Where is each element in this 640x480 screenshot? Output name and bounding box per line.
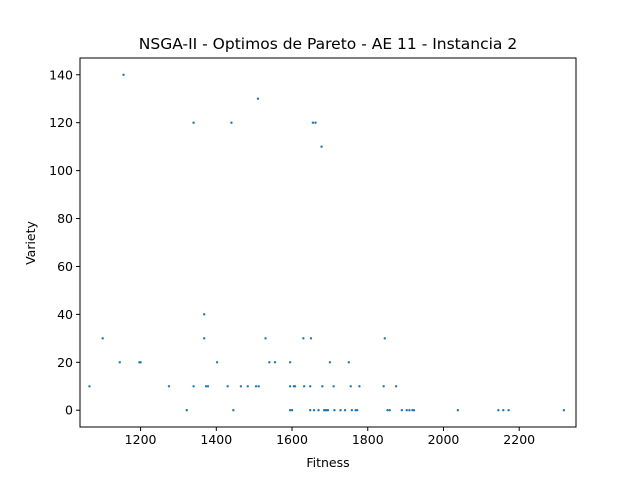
x-tick-label: 1600 xyxy=(276,432,308,447)
data-point xyxy=(192,121,195,124)
y-tick-label: 0 xyxy=(65,403,73,418)
data-point xyxy=(358,385,361,388)
data-point xyxy=(339,409,342,412)
data-point xyxy=(562,409,566,412)
data-point xyxy=(317,409,320,412)
data-point xyxy=(456,409,460,412)
x-axis-title: Fitness xyxy=(306,455,349,470)
data-point xyxy=(302,385,306,388)
data-point xyxy=(122,73,125,76)
data-point xyxy=(288,385,292,388)
data-point xyxy=(388,409,391,412)
data-point xyxy=(320,145,323,148)
data-point xyxy=(202,337,206,340)
data-point xyxy=(386,409,389,412)
data-point xyxy=(139,361,142,364)
data-point xyxy=(288,361,292,364)
data-point xyxy=(355,409,359,412)
data-point xyxy=(383,337,386,340)
x-tick-label: 1400 xyxy=(200,432,232,447)
data-point xyxy=(204,385,208,388)
data-point xyxy=(312,409,316,412)
data-point xyxy=(257,385,260,388)
data-point xyxy=(230,121,233,124)
data-point xyxy=(309,409,312,412)
data-point xyxy=(408,409,411,412)
data-point xyxy=(192,385,195,388)
chart-title: NSGA-II - Optimos de Pareto - AE 11 - In… xyxy=(139,35,517,53)
data-point xyxy=(273,361,277,364)
x-tick-label: 2200 xyxy=(503,432,535,447)
y-tick-label: 20 xyxy=(57,355,73,370)
data-point xyxy=(309,385,312,388)
data-point xyxy=(101,337,104,340)
data-point xyxy=(405,409,408,412)
data-point xyxy=(239,385,243,388)
data-point xyxy=(497,409,500,412)
data-point xyxy=(293,385,297,388)
data-point xyxy=(185,409,188,412)
plot-area xyxy=(88,73,566,412)
data-point xyxy=(264,337,267,340)
y-tick-label: 140 xyxy=(49,67,73,82)
data-point xyxy=(343,409,347,412)
data-point xyxy=(332,385,335,388)
data-point xyxy=(326,409,330,412)
x-tick-label: 1200 xyxy=(125,432,157,447)
x-tick-label: 1800 xyxy=(352,432,384,447)
data-point xyxy=(290,409,294,412)
data-point xyxy=(232,409,235,412)
data-point xyxy=(202,313,206,316)
data-point xyxy=(349,385,352,388)
x-axis: 1200 1400 1600 1800 2000 2200 xyxy=(125,427,535,447)
data-point xyxy=(321,385,324,388)
data-point xyxy=(347,361,351,364)
y-tick-label: 80 xyxy=(57,211,73,226)
data-point xyxy=(314,121,317,124)
y-tick-label: 60 xyxy=(57,259,73,274)
data-point xyxy=(118,361,121,364)
data-point xyxy=(502,409,505,412)
data-point xyxy=(288,409,292,412)
data-point xyxy=(394,385,398,388)
data-point xyxy=(350,409,354,412)
data-point xyxy=(333,409,336,412)
data-point xyxy=(382,385,385,388)
data-point xyxy=(88,385,91,388)
data-point xyxy=(309,337,313,340)
y-axis-title: Variety xyxy=(23,220,38,264)
data-point xyxy=(167,385,171,388)
data-point xyxy=(268,361,271,364)
y-axis: 0 20 40 60 80 100 120 140 xyxy=(49,67,80,418)
data-point xyxy=(507,409,510,412)
data-point xyxy=(226,385,229,388)
y-tick-label: 120 xyxy=(49,115,73,130)
data-point xyxy=(246,385,249,388)
data-point xyxy=(328,361,332,364)
data-point xyxy=(254,385,258,388)
data-point xyxy=(206,385,210,388)
axes-frame xyxy=(79,57,577,428)
data-point xyxy=(412,409,416,412)
x-tick-label: 2000 xyxy=(428,432,460,447)
y-tick-label: 100 xyxy=(49,163,73,178)
data-point xyxy=(302,337,305,340)
data-point xyxy=(311,121,315,124)
data-point xyxy=(400,409,404,412)
data-point xyxy=(256,97,260,100)
data-point xyxy=(215,361,219,364)
y-tick-label: 40 xyxy=(57,307,73,322)
